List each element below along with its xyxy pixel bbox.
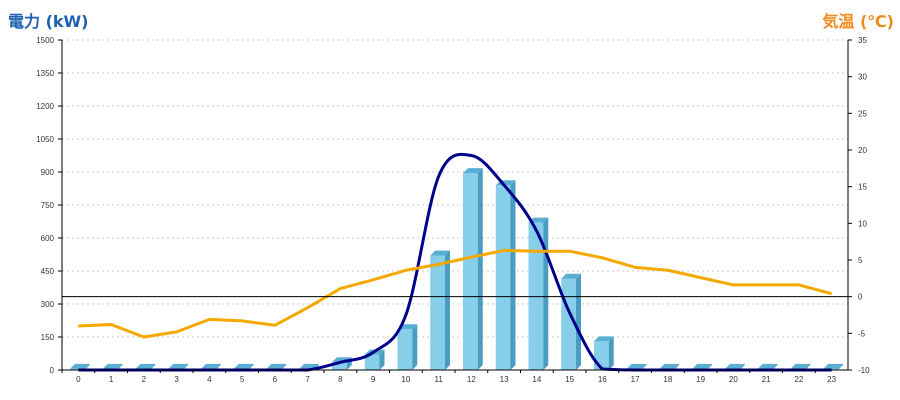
power-bar-side [805,363,811,370]
power-bar-top [528,217,549,223]
right-tick-label: -10 [858,366,870,375]
power-bar-side [608,336,614,370]
x-tick-label: 6 [273,375,278,384]
power-bar-side [84,363,90,370]
power-bar-top [168,363,188,369]
x-tick-label: 15 [565,375,574,384]
left-tick-label: 300 [41,300,55,309]
x-tick-label: 16 [598,375,607,384]
left-tick-label: 750 [41,201,55,210]
power-bar-side [543,217,549,370]
right-tick-label: 5 [858,256,863,265]
x-tick-label: 20 [729,375,738,384]
right-axis-unit-label: 気温 (℃) [822,12,894,31]
left-tick-label: 600 [41,234,55,243]
left-axis-unit-label: 電力 (kW) [8,12,89,31]
power-bar-top [725,363,745,369]
power-bar-top [692,363,712,369]
power-bar-side [117,363,123,370]
power-bar-top [70,363,90,369]
power-bar-side [641,363,647,370]
left-tick-label: 900 [41,168,55,177]
power-bar-top [233,363,254,369]
x-tick-label: 0 [76,375,81,384]
power-bar-side [182,363,188,370]
power-bar-top [201,363,221,369]
x-tick-label: 18 [663,375,672,384]
left-tick-label: 1350 [36,69,54,78]
x-tick-label: 2 [142,375,147,384]
left-tick-label: 1200 [36,102,54,111]
power-bar [364,354,380,370]
x-tick-label: 19 [696,375,705,384]
power-bar-side [772,363,778,370]
power-bar [70,368,85,370]
power-bar [594,341,609,370]
power-bar-top [823,363,843,369]
power-bar-side [379,349,385,370]
left-tick-label: 450 [41,267,55,276]
power-bar [397,329,413,370]
power-bar [430,255,445,370]
x-tick-label: 17 [631,375,640,384]
power-bar [495,185,511,370]
power-bar-side [706,363,712,370]
x-tick-label: 14 [532,375,541,384]
power-bar-side [477,168,483,370]
power-bar-top [790,363,811,369]
x-tick-label: 11 [434,375,443,384]
power-bar-top [757,363,778,369]
power-bar-side [739,363,745,370]
left-tick-label: 150 [41,333,55,342]
x-tick-label: 7 [305,375,310,384]
x-tick-label: 5 [240,375,245,384]
power-bar-top [594,336,614,342]
left-tick-label: 0 [50,366,55,375]
power-bar-side [150,363,156,370]
power-bar-side [281,363,287,370]
x-tick-label: 23 [827,375,836,384]
right-tick-label: 25 [858,109,867,118]
power-bar-top [626,363,647,369]
x-tick-label: 13 [500,375,509,384]
power-bar-side [215,363,221,370]
power-bar-top [430,250,450,256]
right-tick-label: 15 [858,183,867,192]
x-tick-label: 8 [338,375,343,384]
right-tick-label: -5 [858,329,866,338]
power-bar-top [463,168,483,174]
left-tick-label: 1050 [36,135,54,144]
power-bar-side [510,180,516,370]
left-tick-label: 1500 [36,36,54,45]
right-tick-label: 35 [858,36,867,45]
power-bar-side [412,324,418,370]
power-bar-side [575,273,581,370]
x-tick-label: 1 [109,375,114,384]
power-bar-top [135,363,156,369]
x-tick-label: 4 [207,375,212,384]
x-tick-label: 22 [794,375,803,384]
temperature-line [78,248,833,339]
x-tick-label: 9 [371,375,376,384]
right-tick-label: 10 [858,219,867,228]
power-bar-top [561,273,581,279]
power-bar [332,362,347,370]
power-bar [463,173,478,370]
x-tick-label: 3 [174,375,179,384]
power-bar-side [444,250,450,370]
x-tick-label: 10 [401,375,410,384]
power-bar-top [102,363,123,369]
right-tick-label: 0 [858,293,863,302]
power-bar-top [266,363,287,369]
power-bar-side [837,363,843,370]
power-bar-side [248,363,254,370]
right-tick-label: 20 [858,146,867,155]
power-bar-top [659,363,680,369]
power-bar-side [674,363,680,370]
x-tick-label: 21 [762,375,771,384]
x-tick-label: 12 [467,375,476,384]
right-tick-label: 30 [858,73,867,82]
